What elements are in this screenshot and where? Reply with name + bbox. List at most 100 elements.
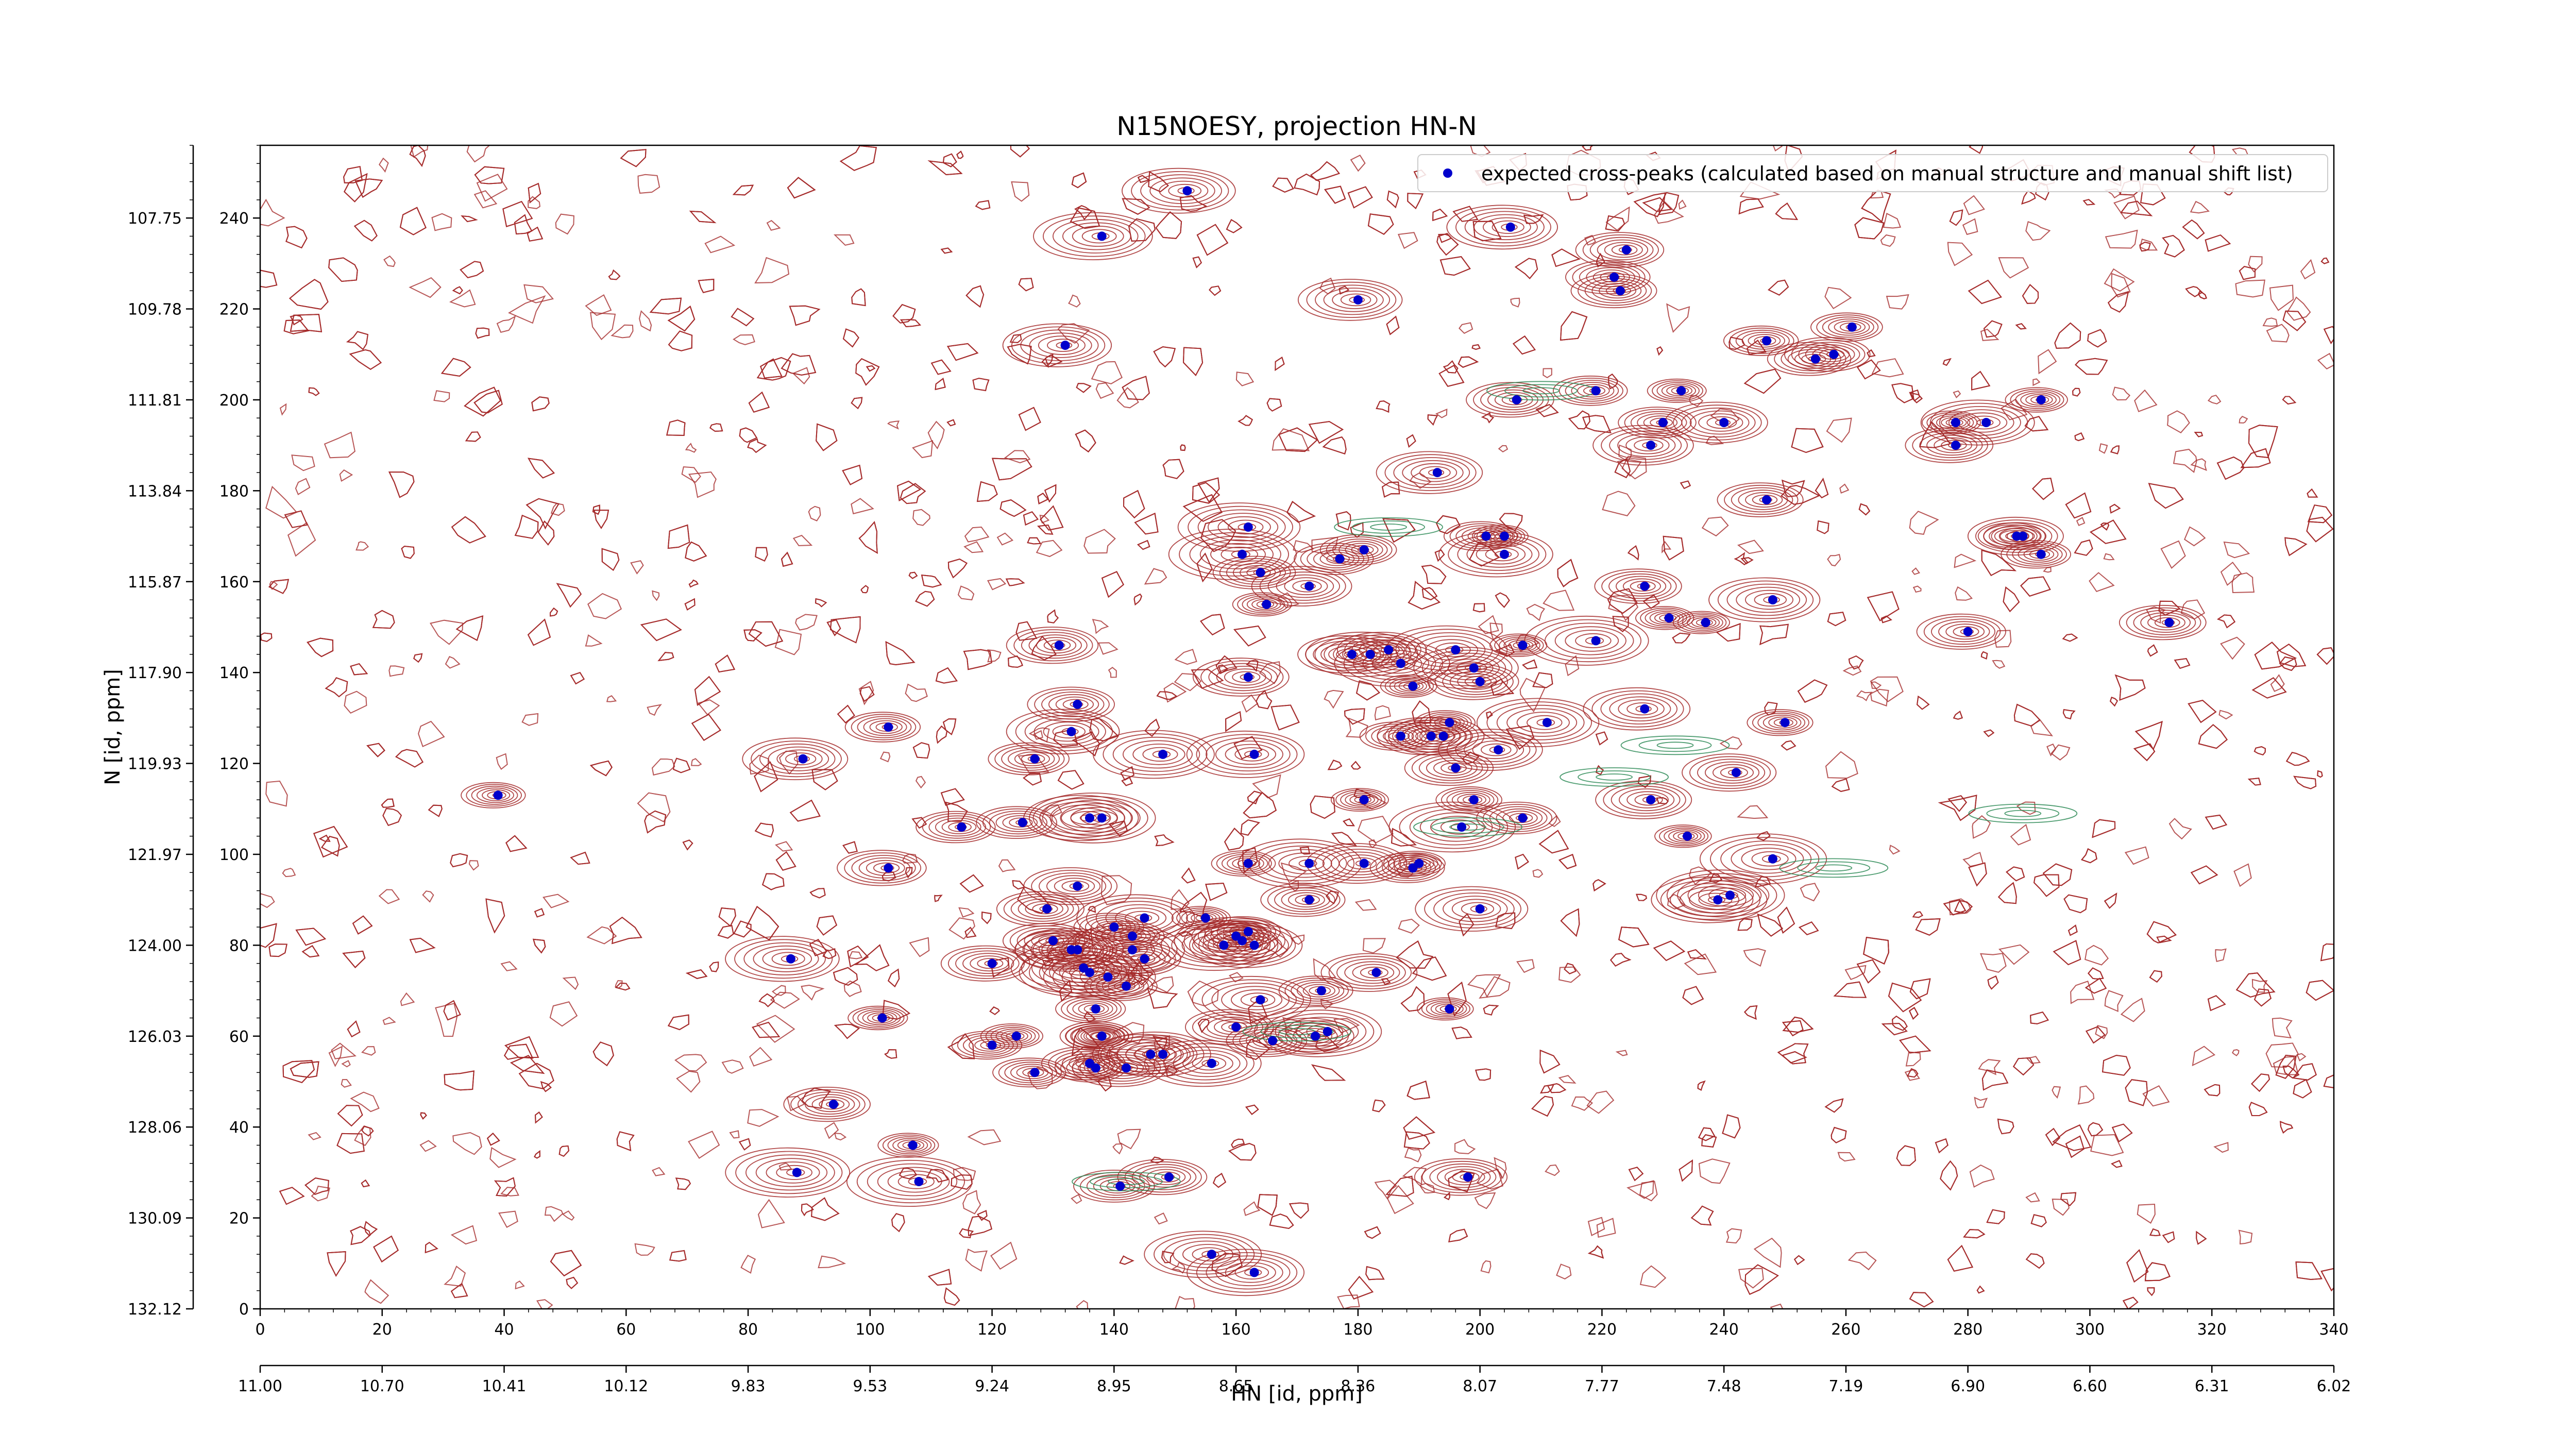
- peak-contour: [980, 1023, 1044, 1049]
- noise-contour: [698, 278, 715, 293]
- noise-contour: [2109, 696, 2119, 707]
- y-tick-label: 120: [219, 755, 249, 773]
- noise-contour: [940, 247, 953, 254]
- noise-contour: [1478, 615, 1499, 634]
- noise-contour: [1954, 553, 1977, 568]
- noise-contour: [354, 178, 383, 198]
- noise-contour: [1971, 370, 1991, 391]
- noise-contour: [587, 593, 622, 619]
- noise-contour: [1324, 689, 1344, 709]
- noise-contour: [1269, 1214, 1294, 1229]
- noise-contour: [1040, 505, 1064, 531]
- cross-peak-markers: [493, 186, 2174, 1277]
- noise-contour: [301, 945, 320, 958]
- noise-contour: [2190, 865, 2218, 885]
- noise-contour: [1543, 589, 1575, 611]
- legend: expected cross-peaks (calculated based o…: [1417, 154, 2328, 192]
- noise-contour: [2253, 746, 2266, 756]
- peak-contour: [988, 742, 1070, 776]
- noise-contour: [1123, 490, 1145, 519]
- noise-contour: [1122, 376, 1150, 400]
- noise-contour: [2110, 445, 2120, 454]
- noise-contour: [321, 836, 340, 857]
- noise-contour: [570, 672, 585, 685]
- noise-contour: [473, 390, 503, 414]
- noise-contour: [486, 1132, 500, 1146]
- noise-contour: [1364, 1226, 1381, 1239]
- x-ppm-tick-label: 6.02: [2317, 1377, 2351, 1395]
- noise-contour: [395, 749, 423, 768]
- noise-contour: [1123, 490, 1145, 519]
- noise-contour: [2077, 1085, 2095, 1105]
- noise-contour: [1495, 912, 1516, 930]
- noise-contour: [1155, 211, 1182, 239]
- cross-peak-marker: [1238, 936, 1247, 946]
- cross-peak-marker: [798, 754, 808, 764]
- noise-contour: [527, 618, 551, 646]
- noise-contour: [1743, 948, 1766, 967]
- noise-contour: [1633, 192, 1666, 217]
- y-ppm-tick-label: 107.75: [128, 210, 182, 228]
- noise-contour: [2282, 310, 2307, 331]
- noise-contour: [2215, 948, 2227, 963]
- noise-contour: [364, 1279, 389, 1304]
- y-ppm-tick-label: 109.78: [128, 301, 182, 319]
- noise-contour: [1947, 795, 1967, 812]
- noise-contours: [260, 145, 2334, 1309]
- noise-contour: [507, 295, 546, 324]
- noise-contour: [1343, 818, 1355, 827]
- cross-peak-marker: [1262, 599, 1272, 609]
- noise-contour: [382, 807, 402, 827]
- noise-contour: [858, 521, 878, 554]
- noise-contour: [321, 836, 340, 857]
- y-tick-label: 0: [239, 1301, 249, 1319]
- peak-contour: [1723, 325, 1799, 356]
- noise-contour: [1658, 192, 1680, 215]
- noise-contour: [684, 598, 696, 611]
- noise-contour: [2188, 700, 2217, 723]
- noise-contour: [1940, 1160, 1958, 1191]
- noise-contour: [1374, 1180, 1397, 1200]
- noise-contour: [440, 358, 471, 377]
- noise-contour: [2107, 291, 2129, 313]
- noise-contour: [1475, 1068, 1492, 1081]
- noise-contour: [2042, 863, 2073, 886]
- noise-contour: [842, 328, 859, 348]
- noise-contour: [549, 607, 558, 617]
- noise-contour: [1154, 1212, 1168, 1225]
- noise-contour: [289, 279, 329, 310]
- noise-contour: [2317, 770, 2323, 778]
- noise-contour: [2043, 567, 2052, 573]
- noise-contour: [858, 521, 878, 554]
- noise-contour: [420, 1112, 427, 1120]
- noise-contour: [1558, 966, 1581, 983]
- noise-contour: [2148, 483, 2184, 509]
- noise-contour: [2104, 268, 2135, 292]
- noise-contour: [1057, 770, 1084, 790]
- cross-peak-marker: [1140, 913, 1149, 923]
- noise-contour: [1299, 847, 1310, 855]
- noise-contour: [2182, 219, 2205, 240]
- noise-contour: [589, 760, 613, 777]
- peak-contour: [1977, 522, 2046, 550]
- noise-contour: [1257, 1194, 1278, 1216]
- noise-contour: [1679, 1159, 1693, 1182]
- noise-contour: [688, 579, 699, 588]
- noise-contour: [399, 207, 427, 235]
- noise-contour: [1772, 145, 1783, 152]
- noise-contour: [1228, 1143, 1257, 1161]
- noise-contour: [1558, 1075, 1577, 1084]
- noise-contour: [2087, 329, 2107, 348]
- noise-contour: [927, 160, 963, 176]
- y-ppm-tick-label: 121.97: [128, 846, 182, 864]
- noise-contour: [620, 149, 647, 167]
- noise-contour: [930, 359, 952, 375]
- noise-contour: [667, 1014, 689, 1031]
- peak-contour: [1117, 1159, 1208, 1195]
- noise-contour: [2139, 239, 2158, 251]
- noise-contour: [1074, 205, 1093, 221]
- noise-contour: [1404, 1147, 1422, 1162]
- noise-contour: [935, 667, 958, 684]
- noise-contour: [1870, 681, 1882, 689]
- noise-contour: [514, 214, 533, 235]
